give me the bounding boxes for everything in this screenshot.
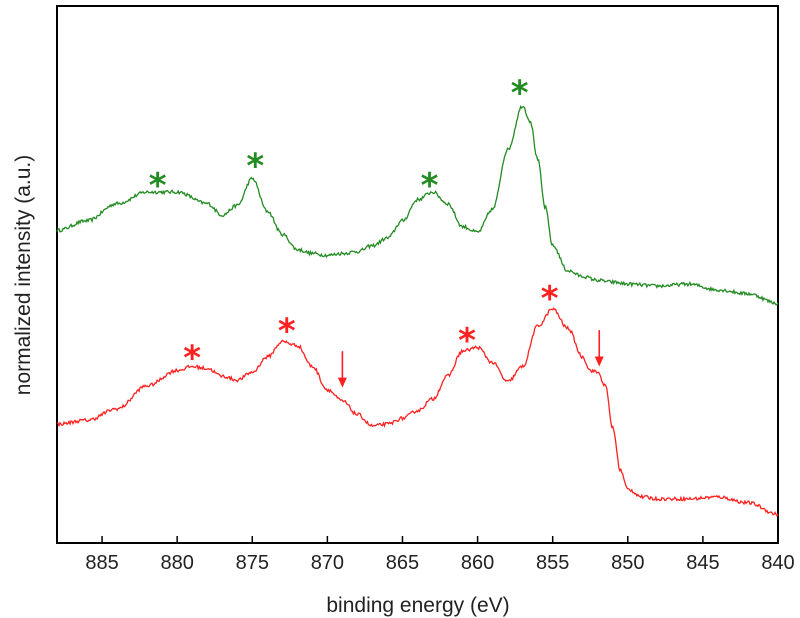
x-tick-label: 840 [761, 552, 794, 574]
peak-asterisk-marker: * [246, 147, 264, 187]
x-tick-label: 850 [611, 552, 644, 574]
x-tick-label: 855 [536, 552, 569, 574]
peak-asterisk-marker: * [541, 279, 559, 319]
x-tick-label: 875 [236, 552, 269, 574]
annotation-layer: * * * * * * * * [149, 74, 604, 388]
peak-asterisk-marker: * [458, 321, 476, 361]
x-tick-label: 860 [461, 552, 494, 574]
peak-asterisk-marker: * [149, 166, 167, 206]
x-tick-label: 865 [386, 552, 419, 574]
series-line-2 [56, 307, 779, 518]
x-tick-label: 845 [686, 552, 719, 574]
peak-asterisk-marker: * [183, 338, 201, 378]
x-tick-label: 870 [311, 552, 344, 574]
x-tick-label: 880 [160, 552, 193, 574]
peak-asterisk-marker: * [421, 166, 439, 206]
x-axis-ticks: 885 880 875 870 865 860 855 850 845 840 [85, 536, 795, 574]
series-layer [56, 105, 779, 518]
plot-frame [56, 5, 779, 544]
y-axis-label: normalized intensity (a.u.) [12, 155, 35, 395]
x-tick-label: 885 [85, 552, 118, 574]
feature-arrow-marker [594, 330, 604, 367]
peak-asterisk-marker: * [278, 312, 296, 352]
x-axis-label: binding energy (eV) [326, 594, 509, 617]
series-line-1 [56, 105, 779, 306]
feature-arrow-marker [337, 351, 347, 388]
peak-asterisk-marker: * [511, 74, 529, 114]
